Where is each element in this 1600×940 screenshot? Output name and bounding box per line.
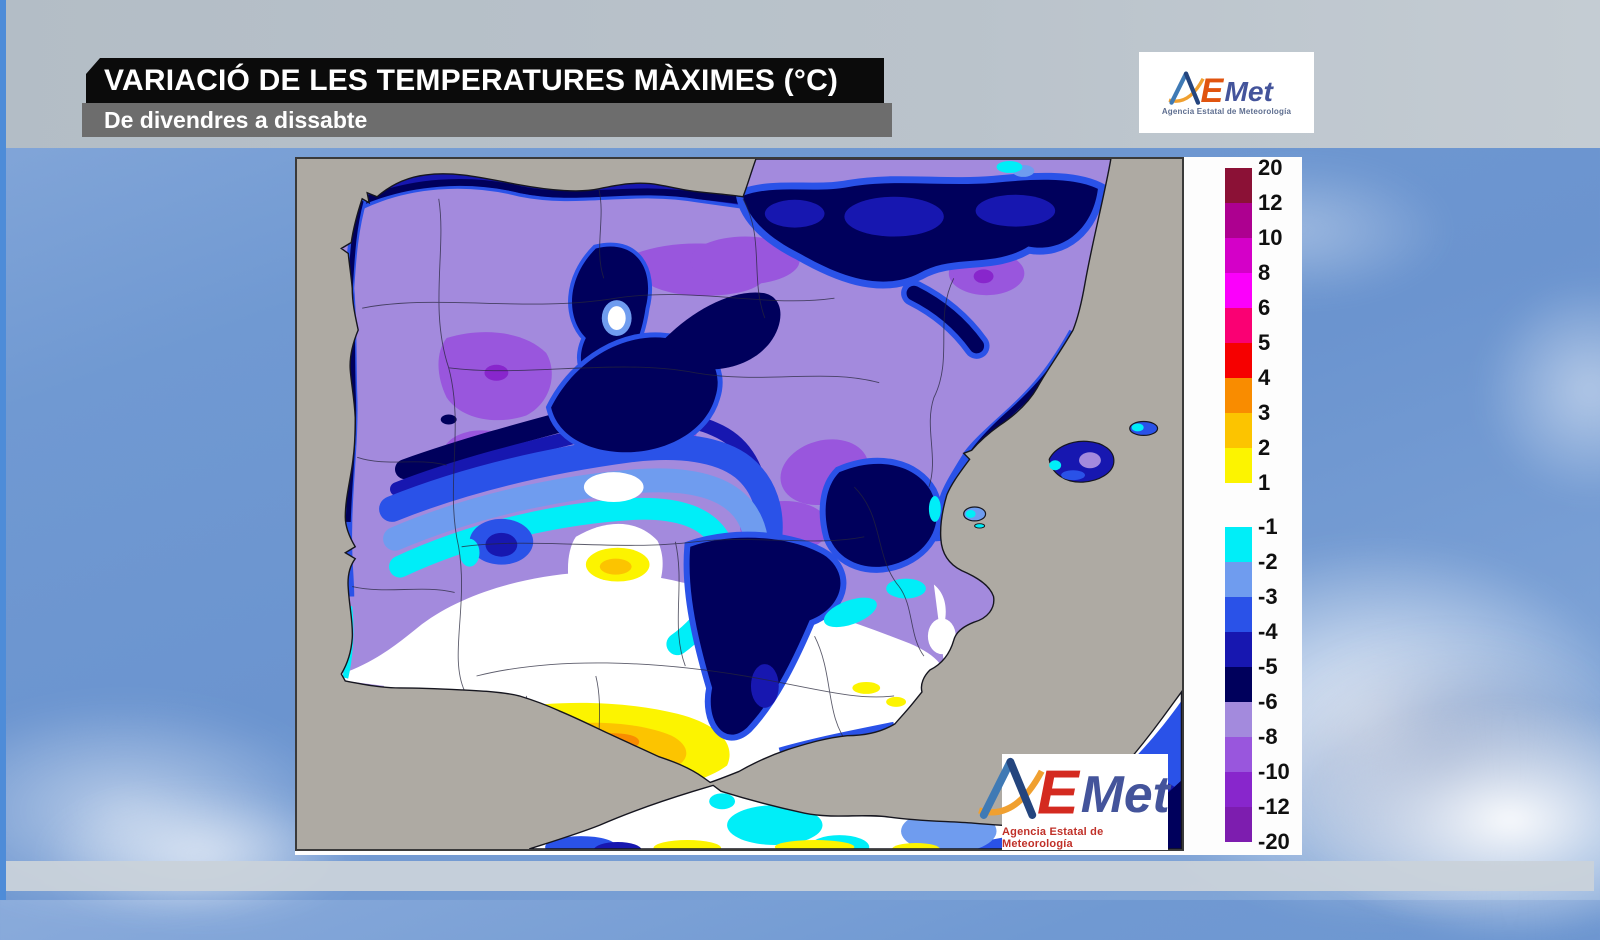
southeast-navy-tongue — [683, 457, 943, 741]
left-edge-stripe — [0, 0, 6, 900]
temperature-scale: 20 12 10 8 6 5 4 3 2 1 -1 -2 -3 -4 -5 -6 -8 -10 -12 -20 — [1188, 157, 1302, 855]
scale-segment — [1225, 737, 1252, 772]
scale-label: 1 — [1258, 470, 1271, 495]
subtitle-bar: De divendres a dissabte — [82, 103, 892, 137]
scale-label: -1 — [1258, 514, 1278, 539]
scale-label: 5 — [1258, 330, 1271, 355]
scale-label: -3 — [1258, 584, 1278, 609]
scale-label: 20 — [1258, 155, 1283, 180]
scale-label: -20 — [1258, 829, 1290, 854]
scale-label: -12 — [1258, 794, 1290, 819]
iberia-landmass — [340, 159, 1112, 784]
scale-segment — [1225, 667, 1252, 702]
scale-segment — [1225, 238, 1252, 273]
logo-letters-met: Met — [1080, 765, 1171, 823]
page-subtitle: De divendres a dissabte — [104, 106, 368, 133]
scale-segment — [1225, 702, 1252, 737]
scale-label: 10 — [1258, 225, 1283, 250]
scale-segment — [1225, 413, 1252, 448]
weather-map: E Met Agencia Estatal de Meteorología — [295, 157, 1184, 851]
scale-label: 2 — [1258, 435, 1271, 460]
logo-letter-e: E — [1200, 72, 1224, 109]
page-title: VARIACIÓ DE LES TEMPERATURES MÀXIMES (°C… — [104, 63, 839, 97]
scale-segment — [1225, 448, 1252, 483]
balearic-islands — [963, 420, 1159, 529]
logo-letter-e: E — [1036, 757, 1080, 826]
scale-label: -5 — [1258, 654, 1278, 679]
footer-band — [6, 861, 1594, 891]
aemet-logo-icon: E Met — [1167, 71, 1274, 109]
scale-segment — [1225, 562, 1252, 597]
scale-segment — [1225, 527, 1252, 562]
scale-label: -2 — [1258, 549, 1278, 574]
scale-segment — [1225, 343, 1252, 378]
scale-segment — [1225, 378, 1252, 413]
scale-label: -6 — [1258, 689, 1278, 714]
scale-segment — [1225, 308, 1252, 343]
cloud — [1480, 280, 1600, 500]
logo-tagline: Agencia Estatal de Meteorología — [1002, 826, 1104, 850]
aemet-watermark: E Met Agencia Estatal de Meteorología — [977, 754, 1171, 850]
logo-letters-met: Met — [1224, 76, 1274, 107]
iberia-temperature-map — [340, 159, 1182, 849]
aemet-logo-icon: E Met — [977, 757, 1171, 826]
scale-segment — [1225, 597, 1252, 632]
scale-segment — [1225, 632, 1252, 667]
scale-label: 12 — [1258, 190, 1283, 215]
scale-segment — [1225, 772, 1252, 807]
logo-tagline: Agencia Estatal de Meteorología — [1161, 107, 1292, 116]
scale-label: 8 — [1258, 260, 1271, 285]
scale-label: 4 — [1258, 365, 1271, 390]
scale-label: 3 — [1258, 400, 1271, 425]
scale-label: -10 — [1258, 759, 1290, 784]
scale-label: -4 — [1258, 619, 1278, 644]
scale-segment — [1225, 203, 1252, 238]
aemet-logo-box: E Met Agencia Estatal de Meteorología — [1139, 52, 1314, 133]
title-bar: VARIACIÓ DE LES TEMPERATURES MÀXIMES (°C… — [86, 58, 884, 103]
map-panel: E Met Agencia Estatal de Meteorología 20… — [295, 157, 1302, 855]
scale-label: 6 — [1258, 295, 1271, 320]
scale-segment — [1225, 273, 1252, 308]
scale-segment — [1225, 807, 1252, 842]
scale-segment — [1225, 168, 1252, 203]
scale-label: -8 — [1258, 724, 1278, 749]
